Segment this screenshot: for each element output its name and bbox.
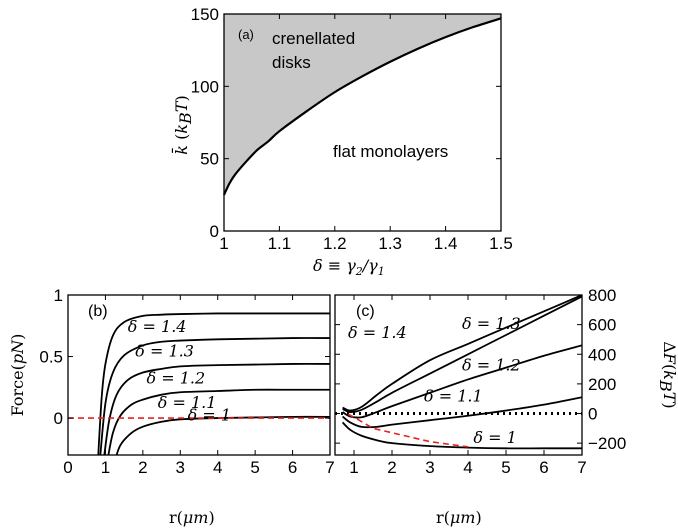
c-series-line (342, 295, 582, 412)
b-curve-labels: δ = 1.4 δ = 1.3 δ = 1.2 δ = 1.1δ = 1 (128, 317, 231, 425)
b-series-label: δ = 1.2 (147, 368, 206, 387)
b-frame (67, 294, 331, 456)
a-ylabel: k̄ (kBT) (170, 95, 195, 154)
panel-a: 1 1.1 1.2 1.3 1.4 1.5 0 50 100 150 (a) crenellate… (170, 5, 513, 278)
c-ytick-label: 800 (588, 286, 616, 305)
c-xtick-label: 3 (425, 458, 434, 477)
a-annotation-disks: disks (272, 53, 311, 72)
a-xtick-label: 1.3 (378, 234, 402, 253)
svg-text:ΔF(kBT): ΔF(kBT) (656, 341, 678, 408)
b-ytick-label: 0.5 (39, 348, 63, 367)
a-xlabel: δ ≡ γ2/γ1 (313, 256, 385, 278)
c-frame (334, 294, 583, 456)
c-xtick-label: 2 (387, 458, 396, 477)
b-series-label: δ = 1.4 (128, 317, 187, 336)
c-xtick-label: 6 (539, 458, 548, 477)
a-annotation-crenellated: crenellated (272, 29, 355, 48)
c-series-line (342, 295, 582, 413)
b-ticks: 0 1 2 3 4 5 6 7 0 0.5 1 (39, 286, 334, 477)
a-shaded-region (224, 14, 501, 195)
b-xlabel: r(μm) (169, 508, 215, 527)
c-minima-path (347, 413, 469, 448)
c-ticks: 1 2 3 4 5 6 7−200 0 200 400 600 800 (335, 286, 626, 477)
c-ytick-label: 200 (588, 375, 616, 394)
b-series-line (107, 388, 330, 455)
b-ytick-label: 0 (54, 409, 63, 428)
c-series-label: δ = 1 (473, 428, 516, 447)
a-ytick-label: 100 (191, 77, 219, 96)
a-frame (223, 13, 502, 232)
c-xtick-label: 5 (501, 458, 510, 477)
b-series-line (103, 362, 330, 455)
a-ytick-label: 0 (210, 222, 219, 241)
b-xtick-label: 2 (138, 458, 147, 477)
c-series-label: δ = 1.1 (424, 387, 483, 406)
b-xtick-label: 3 (176, 458, 185, 477)
b-xtick-label: 5 (250, 458, 259, 477)
b-ytick-label: 1 (54, 286, 63, 305)
c-ytick-label: 0 (588, 405, 597, 424)
c-series-line (342, 396, 582, 429)
a-xtick-label: 1.4 (434, 234, 458, 253)
c-series-label: δ = 1.2 (462, 356, 521, 375)
a-ytick-label: 50 (200, 150, 219, 169)
c-series-label: δ = 1.4 (348, 323, 407, 342)
c-ytick-label: 400 (588, 345, 616, 364)
b-xtick-label: 6 (288, 458, 297, 477)
a-ticks: 1 1.1 1.2 1.3 1.4 1.5 0 50 100 150 (191, 5, 513, 253)
c-xtick-label: 4 (463, 458, 472, 477)
svg-text:r(μm): r(μm) (169, 508, 215, 527)
a-xtick-label: 1 (219, 234, 228, 253)
a-annotation-flat: flat monolayers (333, 142, 448, 161)
c-ylabel: ΔF(kBT) (656, 341, 678, 408)
c-series-line (341, 421, 582, 450)
a-ytick-label: 150 (191, 5, 219, 24)
c-series-label: δ = 1.3 (462, 314, 521, 333)
svg-text:Force(pN): Force(pN) (8, 334, 27, 417)
c-ytick-label: −200 (588, 434, 626, 453)
panel-b: 0 1 2 3 4 5 6 700.51 δ = 1.4δ = 1.3δ = 1.2δ = 1… (8, 286, 335, 527)
b-xtick-label: 1 (101, 458, 110, 477)
c-series (335, 295, 582, 450)
b-xtick-label: 4 (213, 458, 222, 477)
svg-text:r(μm): r(μm) (436, 508, 482, 527)
c-xtick-label: 1 (349, 458, 358, 477)
a-panel-label: (a) (238, 27, 254, 42)
c-xtick-label: 7 (577, 458, 586, 477)
c-ytick-label: 600 (588, 316, 616, 335)
b-series-line (99, 337, 330, 455)
b-series-label: δ = 1.3 (135, 341, 194, 360)
c-xlabel: r(μm) (436, 508, 482, 527)
b-series-label: δ = 1 (188, 405, 231, 424)
c-series-line (342, 344, 582, 419)
b-xtick-label: 0 (63, 458, 72, 477)
a-xtick-label: 1.1 (268, 234, 292, 253)
b-panel-label: (b) (88, 303, 108, 320)
a-boundary-curve (223, 17, 502, 196)
a-xtick-label: 1.5 (489, 234, 513, 253)
c-curve-labels: δ = 1.4 δ = 1.3 δ = 1.2 δ = 1.1 δ = 1 (348, 314, 521, 447)
c-panel-label: (c) (356, 303, 375, 320)
b-series-label: δ = 1.1 (158, 393, 217, 412)
b-series-line (115, 415, 330, 455)
b-xtick-label: 7 (325, 458, 334, 477)
a-xtick-label: 1.2 (323, 234, 347, 253)
svg-text:k̄ (kBT): k̄ (kBT) (170, 95, 195, 154)
svg-text:δ ≡ γ2/γ1: δ ≡ γ2/γ1 (313, 256, 385, 278)
b-series (68, 312, 330, 455)
b-ylabel: Force(pN) (8, 334, 27, 417)
b-series-line (97, 312, 330, 455)
